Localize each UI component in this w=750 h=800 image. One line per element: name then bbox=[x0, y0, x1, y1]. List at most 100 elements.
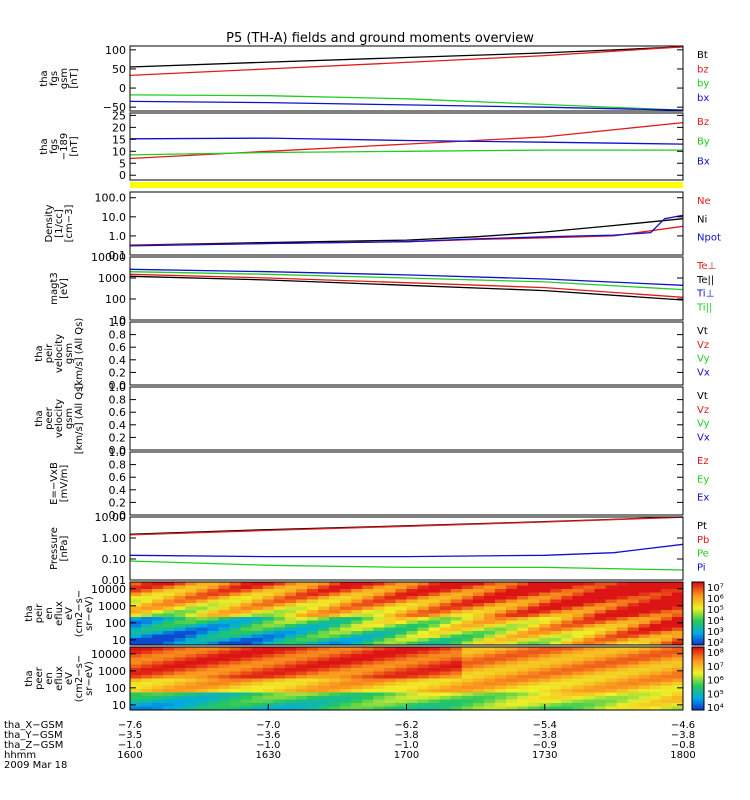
ylabel-line: −189 bbox=[59, 133, 70, 160]
heatmap-cell bbox=[152, 631, 164, 635]
heatmap-cell bbox=[152, 696, 164, 700]
heatmap-cell bbox=[539, 641, 551, 646]
heatmap-cell bbox=[550, 620, 562, 625]
heatmap-cell bbox=[594, 650, 607, 655]
heatmap-cell bbox=[284, 617, 297, 621]
heatmap-cell bbox=[384, 654, 396, 658]
heatmap-cell bbox=[550, 657, 562, 662]
heatmap-cell bbox=[373, 703, 385, 707]
heatmap-cell bbox=[207, 696, 219, 700]
colorbar-label: 10⁴ bbox=[707, 703, 724, 714]
heatmap-cell bbox=[572, 671, 584, 676]
heatmap-cell bbox=[428, 699, 441, 704]
heatmap-cell bbox=[506, 627, 518, 632]
heatmap-cell bbox=[660, 657, 673, 662]
heatmap-cell bbox=[439, 617, 452, 621]
heatmap-cell bbox=[196, 703, 208, 707]
heatmap-cell bbox=[627, 685, 640, 690]
heatmap-cell bbox=[494, 654, 507, 658]
heatmap-cell bbox=[406, 582, 419, 586]
heatmap-cell bbox=[483, 589, 496, 593]
heatmap-cell bbox=[373, 706, 385, 711]
heatmap-cell bbox=[550, 603, 562, 607]
heatmap-cell bbox=[218, 641, 231, 646]
heatmap-cell bbox=[461, 603, 474, 607]
heatmap-cell bbox=[130, 624, 142, 628]
colorbar-segment bbox=[692, 657, 704, 661]
heatmap-cell bbox=[605, 678, 618, 683]
heatmap-cell bbox=[539, 606, 551, 611]
heatmap-cell bbox=[483, 647, 496, 651]
heatmap-cell bbox=[605, 585, 618, 590]
heatmap-cell bbox=[605, 638, 618, 642]
heatmap-cell bbox=[671, 603, 684, 607]
heatmap-cell bbox=[461, 689, 474, 693]
heatmap-cell bbox=[561, 696, 573, 700]
heatmap-cell bbox=[494, 613, 507, 618]
heatmap-cell bbox=[528, 699, 540, 704]
heatmap-cell bbox=[251, 582, 264, 586]
heatmap-cell bbox=[340, 641, 352, 646]
heatmap-cell bbox=[362, 650, 374, 655]
heatmap-cell bbox=[251, 671, 264, 676]
heatmap-cell bbox=[472, 668, 485, 672]
heatmap-cell bbox=[594, 696, 607, 700]
colorbar-segment bbox=[692, 674, 704, 677]
heatmap-cell bbox=[594, 682, 607, 686]
heatmap-cell bbox=[638, 582, 651, 586]
heatmap-cell bbox=[196, 647, 208, 651]
heatmap-cell bbox=[550, 647, 562, 651]
heatmap-cell bbox=[340, 689, 352, 693]
heatmap-cell bbox=[152, 664, 164, 669]
heatmap-cell bbox=[329, 603, 341, 607]
heatmap-cell bbox=[262, 631, 275, 635]
heatmap-cell bbox=[373, 627, 385, 632]
heatmap-cell bbox=[174, 606, 186, 611]
heatmap-cell bbox=[340, 671, 352, 676]
heatmap-cell bbox=[472, 675, 485, 679]
heatmap-cell bbox=[395, 585, 407, 590]
colorbar-label: 10² bbox=[707, 638, 724, 649]
heatmap-cell bbox=[406, 638, 419, 642]
heatmap-cell bbox=[141, 654, 153, 658]
heatmap-cell bbox=[284, 685, 297, 690]
heatmap-cell bbox=[340, 613, 352, 618]
heatmap-cell bbox=[649, 692, 662, 697]
heatmap-cell bbox=[174, 610, 186, 614]
heatmap-cell bbox=[163, 692, 175, 697]
heatmap-cell bbox=[318, 599, 330, 604]
heatmap-cell bbox=[218, 582, 231, 586]
heatmap-cell bbox=[550, 624, 562, 628]
heatmap-cell bbox=[340, 592, 352, 597]
heatmap-cell bbox=[439, 610, 452, 614]
heatmap-cell bbox=[550, 699, 562, 704]
heatmap-cell bbox=[605, 650, 618, 655]
heatmap-cell bbox=[572, 638, 584, 642]
panel-frame bbox=[129, 45, 684, 112]
heatmap-cell bbox=[196, 689, 208, 693]
heatmap-cell bbox=[660, 617, 673, 621]
heatmap-cell bbox=[627, 592, 640, 597]
heatmap-cell bbox=[273, 641, 286, 646]
heatmap-cell bbox=[284, 627, 297, 632]
heatmap-cell bbox=[174, 624, 186, 628]
colorbar-segment bbox=[692, 615, 704, 619]
heatmap-cell bbox=[472, 599, 485, 604]
heatmap-cell bbox=[417, 631, 430, 635]
heatmap-cell bbox=[517, 647, 529, 651]
colorbar-segment bbox=[692, 670, 704, 673]
heatmap-cell bbox=[506, 641, 518, 646]
heatmap-cell bbox=[185, 589, 197, 593]
heatmap-cell bbox=[605, 631, 618, 635]
heatmap-cell bbox=[130, 678, 142, 683]
heatmap-cell bbox=[329, 692, 341, 697]
heatmap-cell bbox=[539, 585, 551, 590]
heatmap-cell bbox=[417, 699, 430, 704]
heatmap-cell bbox=[340, 692, 352, 697]
heatmap-cell bbox=[306, 703, 319, 707]
heatmap-cell bbox=[207, 699, 219, 704]
heatmap-cell bbox=[141, 620, 153, 625]
heatmap-cell bbox=[649, 589, 662, 593]
heatmap-cell bbox=[240, 610, 253, 614]
heatmap-cell bbox=[207, 613, 219, 618]
